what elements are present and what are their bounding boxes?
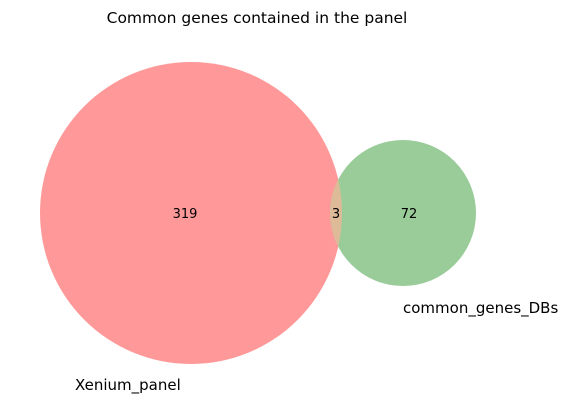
intersection-count: 3 [332,207,340,222]
xenium-panel-circle [40,62,342,364]
common-genes-dbs-circle [330,140,476,286]
xenium-panel-label: Xenium_panel [75,376,181,395]
chart-title: Common genes contained in the panel [107,9,408,27]
common-genes-only-count: 72 [401,207,418,222]
xenium-only-count: 319 [173,207,198,222]
common-genes-dbs-label: common_genes_DBs [403,299,558,318]
